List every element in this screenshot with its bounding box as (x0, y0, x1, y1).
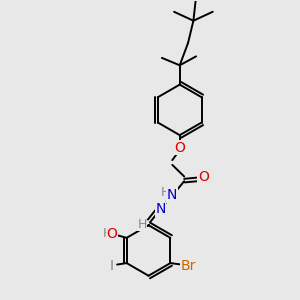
Text: O: O (106, 227, 117, 241)
Text: N: N (167, 188, 178, 202)
Text: O: O (198, 170, 209, 184)
Text: N: N (155, 202, 166, 216)
Text: H: H (103, 227, 112, 241)
Text: I: I (110, 259, 114, 273)
Text: O: O (174, 141, 185, 154)
Text: Br: Br (181, 259, 196, 273)
Text: H: H (161, 186, 170, 199)
Text: H: H (137, 218, 147, 231)
